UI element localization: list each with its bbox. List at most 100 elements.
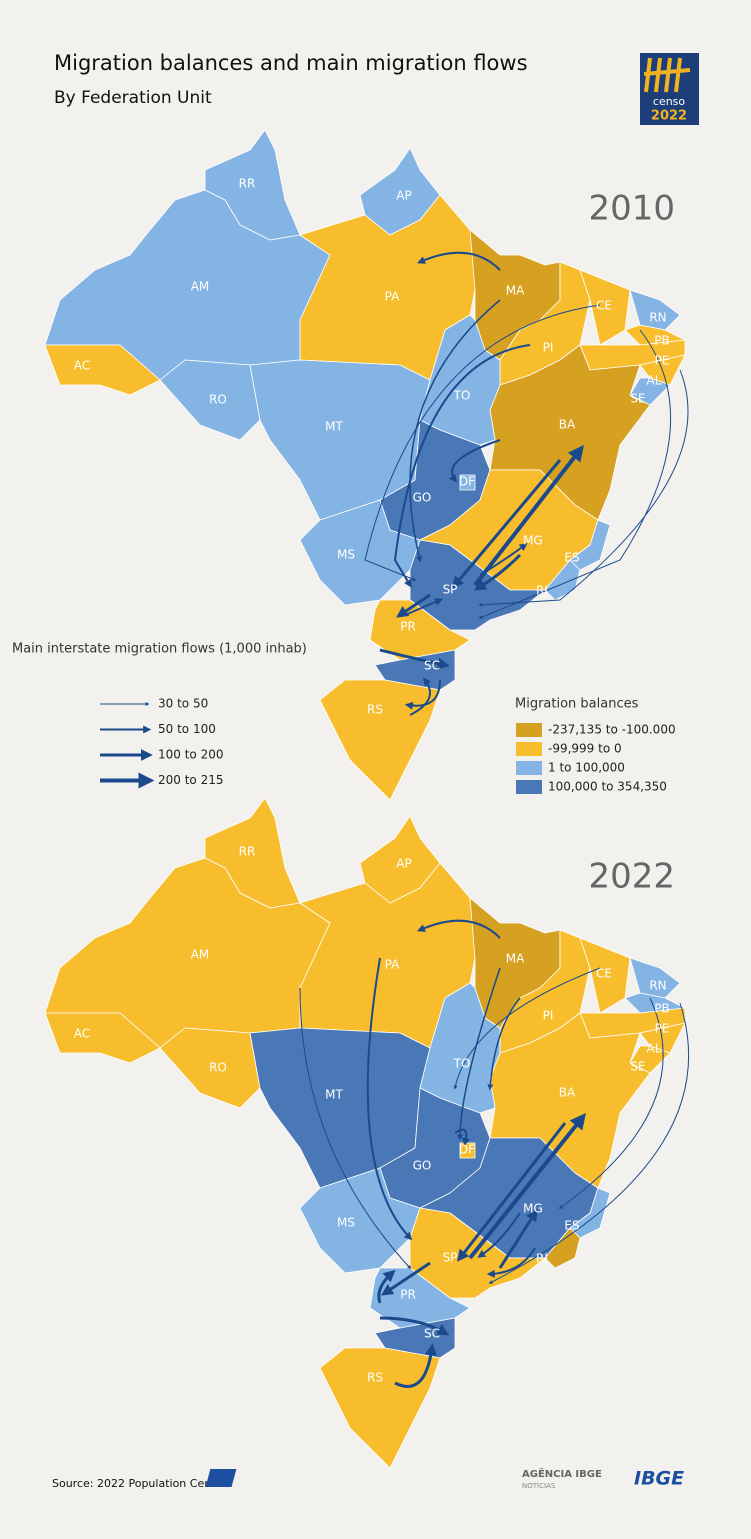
maps: 2010RRAPAMACPAROMTMAPICERNPBPEALSEBATOGO… [44, 129, 690, 1469]
flow-arrow [457, 1122, 567, 1262]
state-label: RN [649, 311, 666, 325]
state-label: RJ [536, 584, 548, 598]
flow-arrow [299, 987, 412, 1270]
source: Source: 2022 Population Census [52, 1477, 230, 1490]
flow-arrow [381, 1261, 431, 1296]
state-label: PI [543, 341, 554, 355]
flow-arrow [468, 1113, 586, 1260]
flow-legend-label: 100 to 200 [158, 748, 223, 762]
flow-arrow [404, 598, 443, 616]
title: Migration balances and main migration fl… [54, 51, 528, 75]
legend-label: -99,999 to 0 [548, 742, 622, 756]
flow-arrow [473, 444, 584, 587]
state-label: PA [385, 290, 400, 304]
flow-arrow [498, 1208, 538, 1269]
legend-swatch [516, 761, 542, 775]
flow-arrow [451, 459, 562, 589]
state-label: MT [325, 1088, 343, 1102]
state-label: AL [647, 374, 662, 388]
state-label: ES [564, 1219, 579, 1233]
flow-arrow [473, 553, 522, 591]
state [544, 559, 581, 601]
flow-arrow [479, 543, 528, 576]
flow-arrow [377, 1269, 396, 1304]
balance-legend: -237,135 to -100.000 -99,999 to 0 1 to 100… [516, 723, 676, 794]
state-label: DF [459, 1143, 475, 1157]
flow-arrow [477, 1212, 521, 1258]
flow-legend-label: 30 to 50 [158, 697, 208, 711]
state-label: SP [443, 583, 458, 597]
state [489, 1012, 651, 1189]
legend-label: 100,000 to 354,350 [548, 780, 667, 794]
flow-arrow [364, 304, 601, 581]
state [44, 344, 161, 396]
flow-legend-title: Main interstate migration flows (1,000 i… [12, 642, 307, 657]
state [489, 344, 651, 521]
flow-arrow [393, 344, 531, 588]
flow-arrow [409, 299, 501, 563]
flow-arrow [488, 1002, 690, 1284]
flow-arrow [486, 1247, 536, 1278]
state [629, 1045, 671, 1074]
flow-legend: 30 to 50 50 to 100 100 to 200 200 to 215 [100, 697, 223, 789]
state-label: AC [74, 1027, 90, 1041]
flow-legend-label: 200 to 215 [158, 773, 223, 787]
state-label: RR [239, 177, 256, 191]
flow-legend-label: 50 to 100 [158, 722, 216, 736]
flow-arrow [396, 593, 431, 618]
state-label: MA [506, 284, 525, 298]
state-label: MS [337, 1216, 355, 1230]
legend-swatch [516, 742, 542, 756]
state [629, 289, 681, 331]
state-label: BA [559, 418, 576, 432]
footer-logos: AGÊNCIA IBGE NOTÍCIAS IBGE [205, 1467, 684, 1490]
balance-legend-title: Migration balances [515, 697, 639, 712]
state-label: RJ [536, 1252, 548, 1266]
state-label: AP [396, 857, 411, 871]
state-label: PR [400, 620, 416, 634]
state-label: AM [191, 280, 210, 294]
state-label: TO [453, 1057, 471, 1071]
flow-arrow [454, 1128, 471, 1147]
state-label: GO [413, 491, 432, 505]
state-label: RS [367, 703, 383, 717]
state-label: MG [523, 534, 543, 548]
state-label: RO [209, 393, 227, 407]
state-label: RS [367, 1371, 383, 1385]
flow-arrow [558, 997, 664, 1209]
map-year: 2010 [588, 189, 675, 229]
state-label: AP [396, 189, 411, 203]
legend-swatch [516, 780, 542, 794]
state-label: SE [630, 1060, 645, 1074]
state [624, 992, 686, 1014]
logo-tally [643, 57, 691, 93]
flow-arrow [448, 439, 501, 483]
flow-arrow [478, 369, 689, 607]
state-label: AM [191, 948, 210, 962]
state-label: PB [654, 334, 669, 348]
state-label: PI [543, 1009, 554, 1023]
ibge-mark [205, 1469, 237, 1487]
state [544, 1227, 581, 1269]
state-label: SC [424, 1327, 440, 1341]
logo-text: censo [653, 95, 686, 108]
state [629, 377, 671, 406]
legend-label: -237,135 to -100.000 [548, 723, 676, 737]
flow-arrow [366, 957, 413, 1241]
state [319, 1347, 441, 1469]
flow-arrow [394, 1343, 437, 1388]
state [459, 474, 476, 491]
flow-arrow [417, 919, 501, 939]
state-label: AC [74, 359, 90, 373]
state-label: RR [239, 845, 256, 859]
agency-name: AGÊNCIA IBGE [522, 1467, 602, 1480]
state-label: PR [400, 1288, 416, 1302]
flow-arrow [379, 648, 450, 670]
state [319, 679, 441, 801]
legend-label: 1 to 100,000 [548, 761, 625, 775]
state-label: MA [506, 952, 525, 966]
state-label: CE [596, 967, 612, 981]
state-label: MT [325, 420, 343, 434]
flow-arrow [487, 997, 521, 1091]
